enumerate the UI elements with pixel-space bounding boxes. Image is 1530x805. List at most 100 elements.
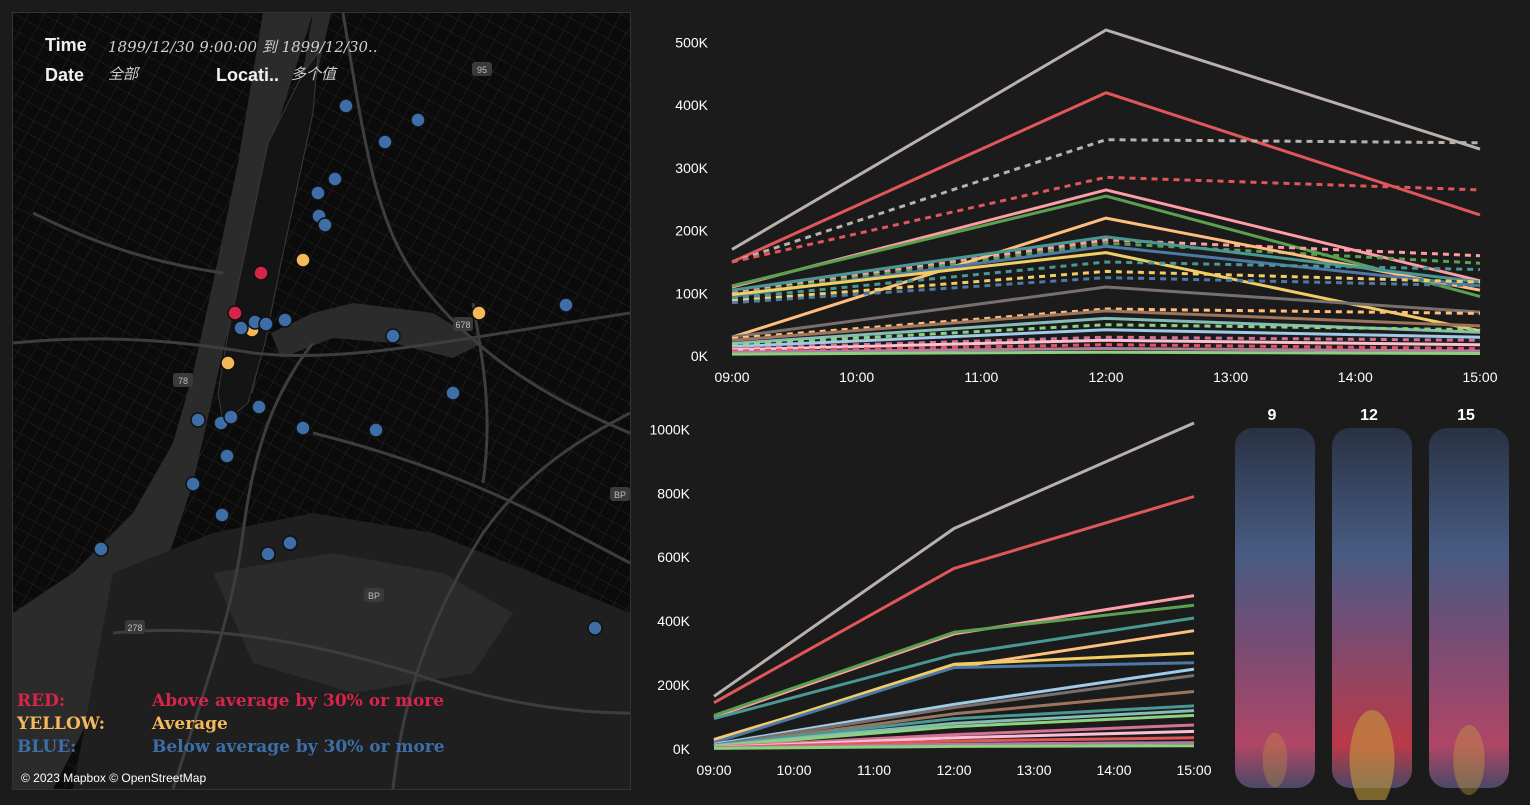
series-line-18[interactable] (713, 744, 1195, 750)
heatmap-column-label: 9 (1268, 407, 1277, 424)
date-filter-value[interactable]: 全部 (108, 65, 139, 83)
map-point-yellow[interactable] (220, 355, 236, 371)
series-line-12[interactable] (731, 260, 1481, 300)
series-line-9[interactable] (731, 235, 1481, 292)
series-line-4[interactable] (713, 616, 1195, 721)
y-tick-label: 600K (657, 549, 690, 565)
map-panel[interactable]: 95 678 78 278 BP BP Time 1899/12/30 9:00:00 到… (12, 12, 631, 790)
time-filter-value[interactable]: 1899/12/30 9:00:00 到 1899/12/30.. (108, 38, 378, 56)
x-tick-label: 15:00 (1176, 762, 1211, 778)
map-point-blue[interactable] (310, 185, 326, 201)
y-tick-label: 800K (657, 485, 690, 501)
series-line-25[interactable] (731, 350, 1481, 356)
series-line-2[interactable] (713, 594, 1195, 719)
map-point-blue[interactable] (368, 422, 384, 438)
series-line-0[interactable] (713, 421, 1195, 698)
map-canvas[interactable]: 95 678 78 278 BP BP (13, 13, 630, 789)
map-point-blue[interactable] (327, 171, 343, 187)
route-shield-label: BP (368, 591, 380, 601)
jamaica-bay (213, 553, 513, 693)
map-point-blue[interactable] (377, 134, 393, 150)
map-point-blue[interactable] (558, 297, 574, 313)
map-point-yellow[interactable] (295, 252, 311, 268)
map-point-yellow[interactable] (471, 305, 487, 321)
series-line-7[interactable] (731, 241, 1481, 297)
legend-yellow-text: Average (152, 714, 228, 734)
map-attribution[interactable]: © 2023 Mapbox © OpenStreetMap (21, 771, 207, 785)
map-point-blue[interactable] (190, 412, 206, 428)
map-point-blue[interactable] (233, 320, 249, 336)
x-tick-label: 12:00 (1088, 369, 1123, 385)
legend-yellow-key: YELLOW: (17, 714, 106, 734)
map-point-blue[interactable] (587, 620, 603, 636)
highway-0 (341, 13, 630, 435)
map-point-red[interactable] (227, 305, 243, 321)
route-shield (453, 317, 473, 331)
y-tick-label: 200K (675, 223, 708, 239)
x-tick-label: 13:00 (1213, 369, 1248, 385)
map-point-blue[interactable] (185, 476, 201, 492)
series-line-16[interactable] (731, 307, 1481, 340)
map-point-red[interactable] (253, 265, 269, 281)
map-point-blue[interactable] (223, 409, 239, 425)
legend-blue-key: BLUE: (17, 737, 77, 757)
series-line-24[interactable] (731, 347, 1481, 354)
series-line-18[interactable] (731, 316, 1481, 345)
map-point-blue[interactable] (445, 385, 461, 401)
location-filter-value[interactable]: 多个值 (291, 65, 337, 83)
series-line-21[interactable] (731, 335, 1481, 350)
line-chart-bottom[interactable]: 1000K 800K 600K 400K 200K 0K 09:00 10:00 11:00 12… (636, 405, 1226, 800)
series-line-6[interactable] (713, 651, 1195, 743)
heatmap-panel[interactable]: 9 12 15 (1230, 400, 1520, 805)
series-line-0[interactable] (731, 28, 1481, 251)
y-tick-label: 0K (691, 348, 709, 364)
series-line-20[interactable] (731, 328, 1481, 349)
map-point-blue[interactable] (385, 328, 401, 344)
route-shield-label: 678 (455, 320, 470, 330)
line-chart-top[interactable]: 500K 400K 300K 200K 100K 0K 09:00 10:00 11:00 12:… (636, 0, 1520, 400)
map-point-blue[interactable] (251, 399, 267, 415)
series-line-1[interactable] (713, 495, 1195, 705)
heatmap-column[interactable] (1235, 428, 1315, 788)
series-line-23[interactable] (731, 343, 1481, 353)
series-line-13[interactable] (713, 713, 1195, 748)
series-line-3[interactable] (713, 603, 1195, 717)
series-line-15[interactable] (731, 285, 1481, 339)
series-line-8[interactable] (713, 667, 1195, 746)
map-point-blue[interactable] (317, 217, 333, 233)
heatmap-hotspot (1349, 710, 1395, 805)
line-chart-top-svg[interactable]: 500K 400K 300K 200K 100K 0K 09:00 10:00 11:00 12:… (636, 0, 1520, 400)
map-point-blue[interactable] (219, 448, 235, 464)
map-point-blue[interactable] (295, 420, 311, 436)
route-shield (610, 487, 630, 501)
map-point-blue[interactable] (277, 312, 293, 328)
map-point-blue[interactable] (282, 535, 298, 551)
map-point-blue[interactable] (214, 507, 230, 523)
heatmap-column[interactable] (1332, 428, 1412, 788)
map-point-blue[interactable] (258, 316, 274, 332)
series-line-6[interactable] (731, 238, 1481, 295)
series-line-2[interactable] (731, 138, 1481, 264)
line-chart-bottom-svg[interactable]: 1000K 800K 600K 400K 200K 0K 09:00 10:00 11:00 12… (636, 405, 1226, 800)
series-line-13[interactable] (731, 269, 1481, 303)
series-line-19[interactable] (731, 323, 1481, 347)
map-point-blue[interactable] (93, 541, 109, 557)
series-line-5[interactable] (731, 194, 1481, 298)
series-line-11[interactable] (713, 704, 1195, 747)
series-line-9[interactable] (713, 674, 1195, 747)
heatmap-svg[interactable]: 9 12 15 (1230, 400, 1520, 805)
series-line-7[interactable] (713, 661, 1195, 745)
series-line-22[interactable] (731, 338, 1481, 352)
map-point-blue[interactable] (260, 546, 276, 562)
series-line-14[interactable] (731, 276, 1481, 305)
heatmap-column-label: 12 (1360, 407, 1378, 424)
map-point-blue[interactable] (338, 98, 354, 114)
x-tick-label: 09:00 (696, 762, 731, 778)
heatmap-column[interactable] (1429, 428, 1509, 788)
series-line-17[interactable] (731, 309, 1481, 342)
x-tick-label: 09:00 (714, 369, 749, 385)
x-tick-label: 13:00 (1016, 762, 1051, 778)
series-line-3[interactable] (731, 175, 1481, 264)
map-point-blue[interactable] (410, 112, 426, 128)
series-line-1[interactable] (731, 91, 1481, 264)
